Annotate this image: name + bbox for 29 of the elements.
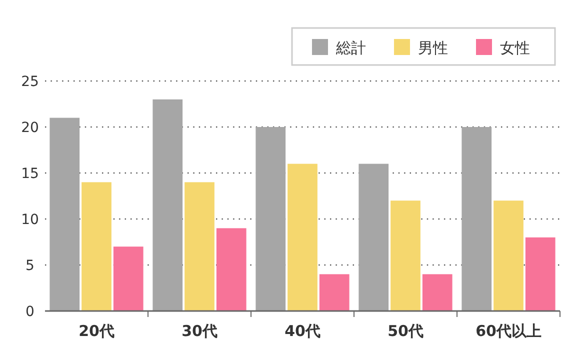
y-tick-label: 0: [26, 304, 34, 320]
x-tick-label: 30代: [182, 322, 218, 340]
bar: [216, 228, 246, 311]
legend-label: 男性: [418, 39, 448, 57]
bar: [358, 164, 389, 311]
y-tick-label: 5: [26, 258, 34, 274]
bar: [50, 118, 80, 311]
bar: [288, 164, 318, 311]
bar: [152, 99, 183, 311]
bar: [494, 200, 524, 311]
x-tick-label: 20代: [78, 322, 114, 340]
bar: [82, 182, 112, 311]
bar: [462, 127, 492, 311]
bar: [525, 237, 556, 311]
x-tick-label: 60代以上: [476, 322, 542, 340]
y-tick-label: 25: [21, 74, 39, 90]
bar: [256, 127, 286, 311]
y-tick-label: 10: [21, 212, 39, 228]
y-tick-label: 20: [21, 120, 39, 136]
legend-label: 総計: [335, 39, 366, 57]
bar: [319, 274, 350, 311]
y-tick-label: 15: [21, 166, 39, 182]
bar: [113, 246, 144, 311]
x-tick-label: 40代: [284, 322, 320, 340]
legend-label: 女性: [500, 39, 530, 57]
bar: [390, 200, 420, 311]
bar: [184, 182, 214, 311]
bar: [422, 274, 452, 311]
x-tick-label: 50代: [388, 322, 424, 340]
